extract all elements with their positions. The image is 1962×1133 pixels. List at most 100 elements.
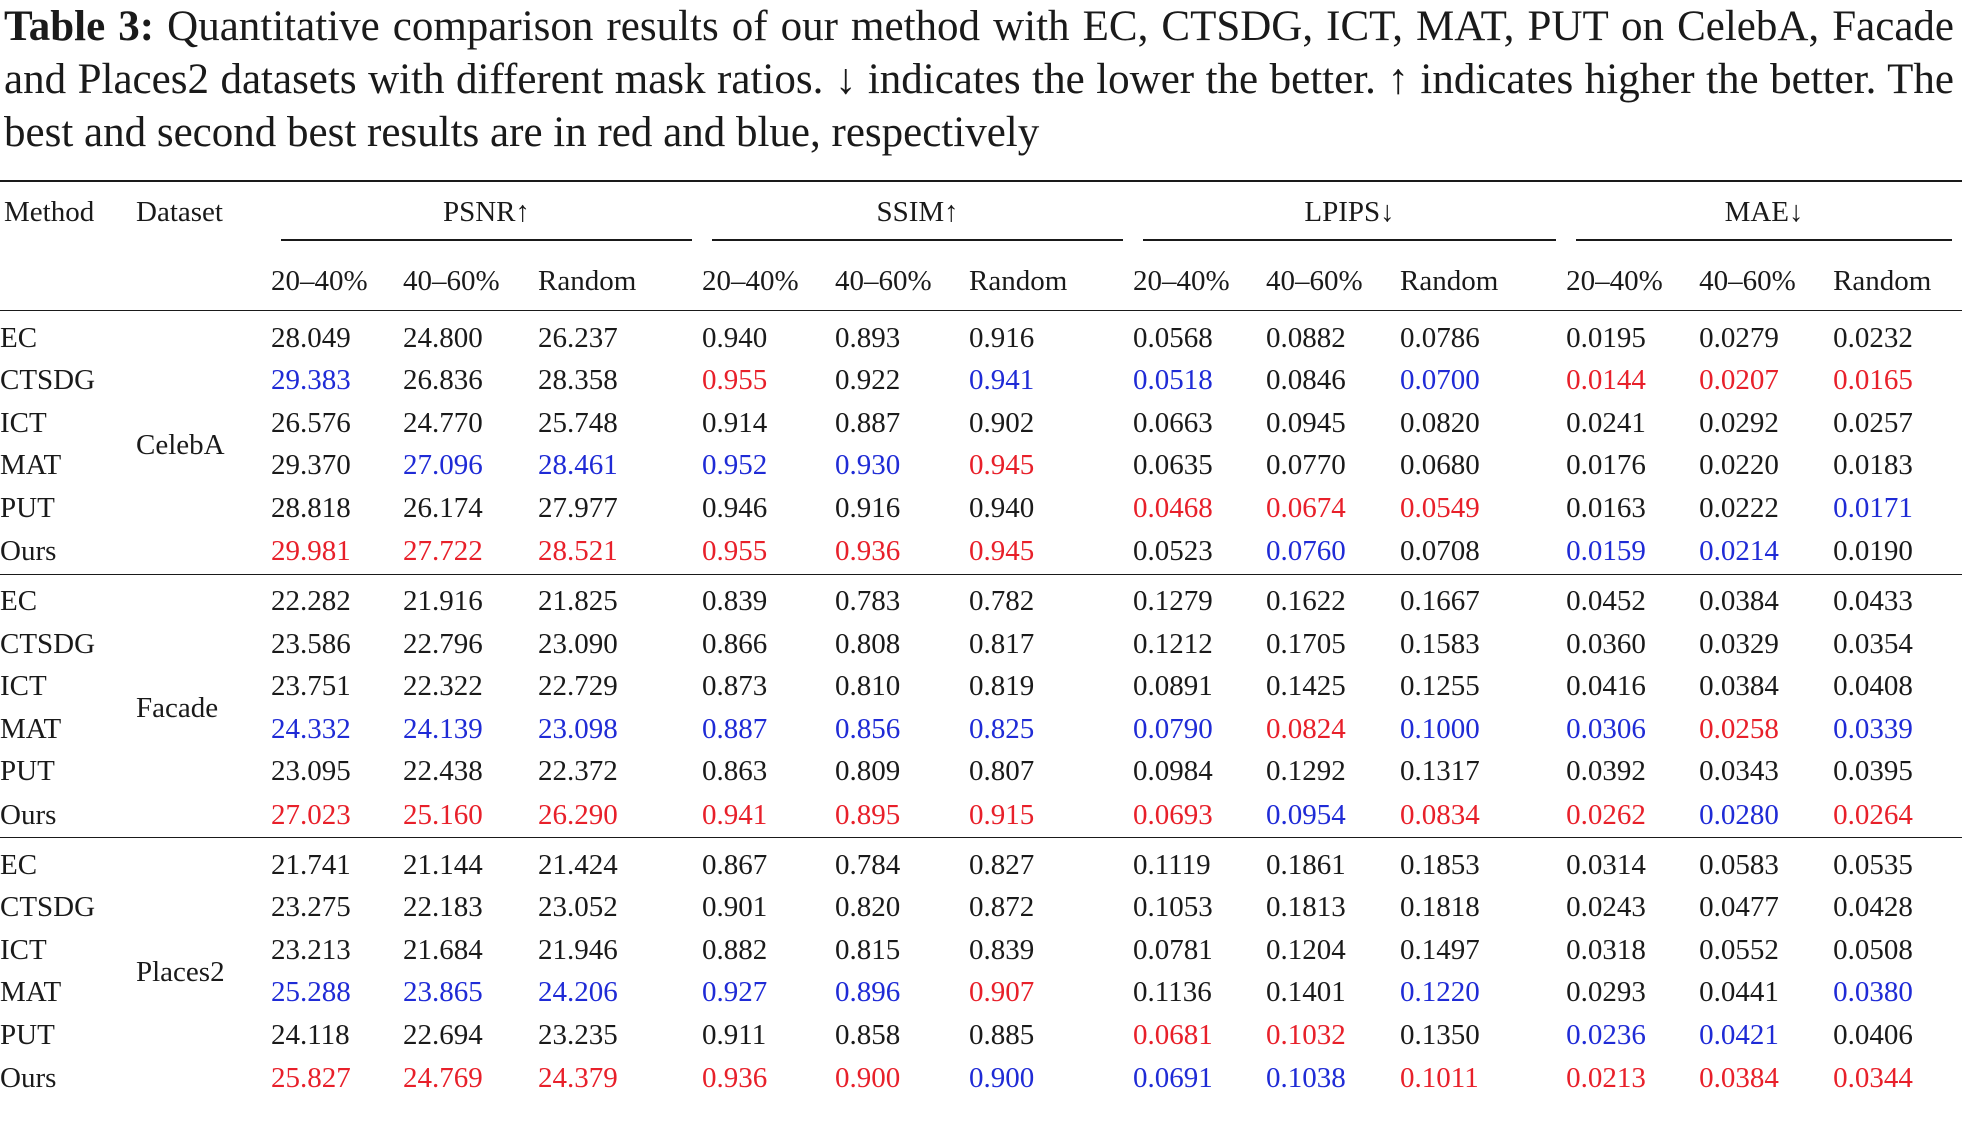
cell-value: 0.810 — [835, 670, 901, 703]
cell-method: MAT — [0, 712, 62, 745]
cell-value: 26.174 — [403, 491, 483, 524]
cell-value: 0.0508 — [1833, 933, 1913, 966]
cell-value: 23.090 — [538, 627, 618, 660]
subheader-ssim-random: Random — [969, 246, 1134, 311]
table-row: CTSDG 29.383 26.836 28.358 0.955 0.922 0.941 0.… — [0, 360, 1962, 403]
cell-value: 0.839 — [969, 933, 1035, 966]
cell-value: 0.856 — [835, 712, 901, 745]
cell-value: 22.694 — [403, 1018, 483, 1051]
cell-value: 27.977 — [538, 491, 618, 524]
subheader-lpips-40-60: 40–60% — [1266, 246, 1401, 311]
table-caption: Table 3: Quantitative comparison results… — [4, 0, 1954, 159]
cell-value: 23.751 — [271, 670, 351, 703]
cell-value: 0.0384 — [1699, 585, 1779, 618]
cell-value: 0.0477 — [1699, 891, 1779, 924]
cell-value: 0.941 — [702, 793, 836, 838]
cell-value: 0.940 — [969, 491, 1035, 524]
cell-value: 23.586 — [271, 627, 351, 660]
cell-value: 0.817 — [969, 627, 1035, 660]
cell-value: 0.1813 — [1266, 891, 1346, 924]
cell-value: 0.825 — [969, 712, 1035, 745]
cell-value: 0.0681 — [1133, 1018, 1213, 1051]
cell-value: 0.0693 — [1133, 793, 1267, 838]
cell-value: 0.893 — [835, 321, 901, 354]
cell-value: 0.0945 — [1266, 406, 1346, 439]
cell-value: 0.907 — [969, 976, 1035, 1009]
cell-value: 0.0691 — [1133, 1062, 1213, 1094]
cell-method: EC — [0, 585, 38, 618]
cell-value: 0.0264 — [1833, 793, 1962, 838]
cell-value: 0.896 — [835, 976, 901, 1009]
cell-value: 28.049 — [271, 321, 351, 354]
cell-value: 0.807 — [969, 755, 1035, 788]
header-dataset: Dataset — [136, 180, 271, 246]
cell-value: 0.0583 — [1699, 848, 1779, 881]
cell-value: 24.379 — [538, 1062, 618, 1094]
cell-value: 0.0408 — [1833, 670, 1913, 703]
cell-method: ICT — [0, 406, 47, 439]
cell-value: 0.1279 — [1133, 585, 1213, 618]
cell-value: 0.0433 — [1833, 585, 1913, 618]
cell-value: 26.576 — [271, 406, 351, 439]
cell-value: 0.0635 — [1133, 449, 1213, 482]
cell-value: 0.940 — [702, 321, 768, 354]
cell-value: 0.1317 — [1400, 755, 1480, 788]
header-row-subcolumns: 20–40% 40–60% Random 20–40% 40–60% Rando… — [0, 246, 1962, 311]
cell-value: 0.0360 — [1566, 627, 1646, 660]
cell-value: 23.052 — [538, 891, 618, 924]
cell-value: 0.0428 — [1833, 891, 1913, 924]
cell-value: 0.0190 — [1833, 529, 1962, 575]
cell-value: 29.370 — [271, 449, 351, 482]
cell-value: 0.0213 — [1566, 1062, 1646, 1094]
cell-value: 22.322 — [403, 670, 483, 703]
cell-value: 0.0165 — [1833, 364, 1913, 397]
cell-value: 0.887 — [702, 712, 768, 745]
cell-value: 21.916 — [403, 585, 483, 618]
subheader-mae-20-40: 20–40% — [1566, 246, 1700, 311]
cell-value: 0.0380 — [1833, 976, 1913, 1009]
header-group-psnr: PSNR↑ — [281, 196, 693, 241]
cell-value: 0.0176 — [1566, 449, 1646, 482]
cell-value: 0.0344 — [1833, 1062, 1913, 1094]
cell-value: 0.0954 — [1266, 793, 1401, 838]
cell-method: EC — [0, 848, 38, 881]
cell-value: 0.914 — [702, 406, 768, 439]
subheader-lpips-random: Random — [1400, 246, 1567, 311]
cell-value: 0.915 — [969, 793, 1134, 838]
cell-value: 0.945 — [969, 449, 1035, 482]
cell-value: 0.819 — [969, 670, 1035, 703]
cell-value: 0.955 — [702, 529, 836, 575]
cell-value: 28.461 — [538, 449, 618, 482]
cell-value: 25.748 — [538, 406, 618, 439]
cell-value: 0.0207 — [1699, 364, 1779, 397]
header-method: Method — [0, 180, 136, 246]
cell-value: 0.873 — [702, 670, 768, 703]
cell-value: 0.0760 — [1266, 529, 1401, 575]
cell-value: 0.1818 — [1400, 891, 1480, 924]
cell-value: 0.900 — [835, 1062, 901, 1094]
cell-value: 22.183 — [403, 891, 483, 924]
table-body: EC CelebA 28.049 24.800 26.237 0.940 0.893 0.91… — [0, 310, 1962, 1101]
cell-value: 0.882 — [702, 933, 768, 966]
cell-method: Ours — [0, 1062, 57, 1094]
cell-value: 0.901 — [702, 891, 768, 924]
cell-value: 0.0292 — [1699, 406, 1779, 439]
cell-value: 0.1861 — [1266, 848, 1346, 881]
cell-value: 24.769 — [403, 1062, 483, 1094]
cell-value: 0.0549 — [1400, 491, 1480, 524]
cell-value: 0.1119 — [1133, 848, 1211, 881]
cell-value: 0.1255 — [1400, 670, 1480, 703]
cell-value: 0.1032 — [1266, 1018, 1346, 1051]
cell-value: 0.936 — [835, 529, 970, 575]
cell-value: 0.872 — [969, 891, 1035, 924]
cell-method: MAT — [0, 449, 62, 482]
header-group-mae: MAE↓ — [1576, 196, 1953, 241]
cell-value: 0.0183 — [1833, 449, 1913, 482]
cell-value: 0.0279 — [1699, 321, 1779, 354]
cell-value: 0.1401 — [1266, 976, 1346, 1009]
cell-method: Ours — [0, 793, 136, 838]
subheader-psnr-40-60: 40–60% — [403, 246, 538, 311]
cell-value: 0.784 — [835, 848, 901, 881]
cell-value: 0.1011 — [1400, 1062, 1479, 1094]
